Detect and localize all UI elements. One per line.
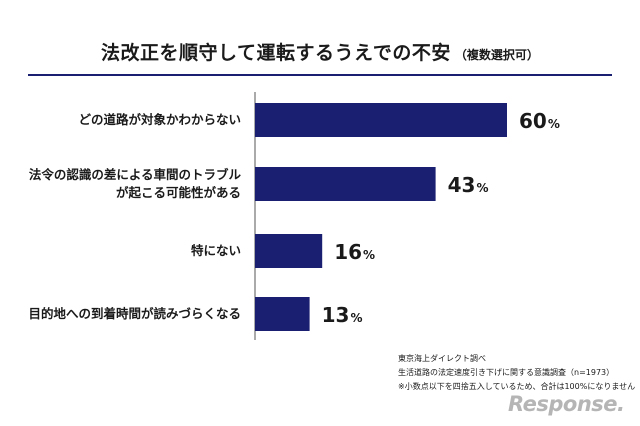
bar-chart: どの道路が対象かわからない 60% 法令の認識の差による車間のトラブルが起こる可能性… (28, 92, 560, 340)
bar-4 (255, 297, 310, 331)
category-label-1: どの道路が対象かわからない (78, 112, 241, 127)
source-notes: 東京海上ダイレクト調べ 生活道路の法定速度引き下げに関する意識調査（n=1973… (398, 352, 635, 394)
value-label-1: 60% (519, 109, 560, 133)
chart-title: 法改正を順守して運転するうえでの不安 (101, 42, 451, 64)
bar-2 (255, 167, 436, 201)
category-label-2-line-2: が起こる可能性がある (116, 185, 241, 200)
category-label-4: 目的地への到着時間が読みづらくなる (28, 306, 241, 321)
value-label-2: 43% (448, 173, 489, 197)
value-label-4: 13% (322, 303, 363, 327)
bar-1 (255, 103, 507, 137)
bar-3 (255, 234, 323, 268)
source-note-3: ※小数点以下を四捨五入しているため、合計は100%になりません (398, 382, 636, 391)
category-label-2-line-1: 法令の認識の差による車間のトラブル (29, 167, 242, 182)
chart-title-note: （複数選択可） (454, 48, 539, 62)
source-note-1: 東京海上ダイレクト調べ (398, 354, 486, 363)
title-underline (28, 74, 612, 76)
value-label-3: 16% (334, 240, 375, 264)
chart-title-block: 法改正を順守して運転するうえでの不安 （複数選択可） (0, 38, 640, 65)
source-note-2: 生活道路の法定速度引き下げに関する意識調査（n=1973） (398, 368, 615, 377)
response-logo: Response. (508, 392, 625, 416)
category-label-3: 特にない (191, 243, 241, 258)
